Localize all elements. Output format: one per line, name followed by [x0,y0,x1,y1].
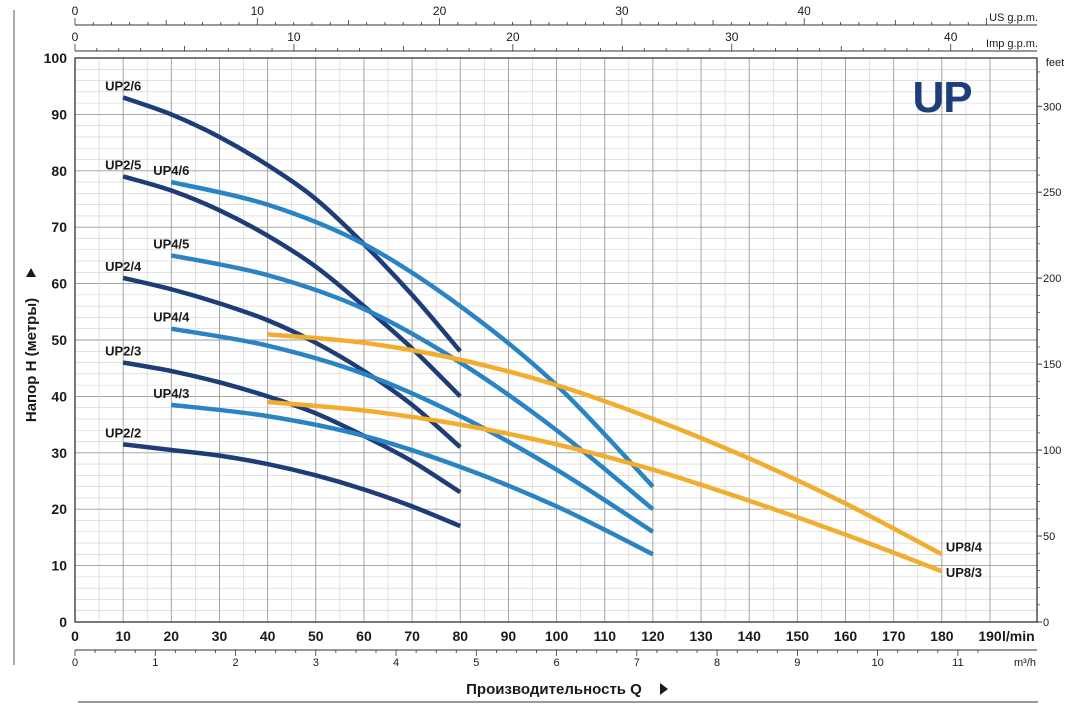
x-tick-label: 20 [164,628,180,644]
y-tick-label: 100 [44,50,68,66]
y-tick-label: 60 [51,276,67,292]
imp-gpm-axis-label: Imp g.p.m. [986,38,1038,50]
m3h-tick-label: 1 [152,657,158,669]
m3h-tick-label: 7 [634,657,640,669]
y-tick-label: 90 [51,106,67,122]
y-axis-arrow-icon [26,268,36,277]
m3h-tick-label: 4 [393,657,399,669]
imp-gpm-tick-label: 40 [944,30,958,44]
y-tick-label: 50 [51,332,67,348]
curve-up4-6 [170,179,655,489]
curves: UP2/6 UP2/5 UP2/4 UP2/3 UP2/2 UP4/6 UP4/5 UP4/4… [105,78,983,580]
series-label-up8-4: UP8/4 [946,539,983,554]
x-tick-label: 170 [882,628,906,644]
x-tick-label: 40 [260,628,276,644]
y-tick-label: 20 [51,501,67,517]
y-tick-label: 30 [51,445,67,461]
grid [75,58,1037,622]
curve-up2-4 [122,275,462,449]
x-tick-label: 90 [501,628,517,644]
us-gpm-tick-label: 20 [433,4,447,18]
m3h-axis-label: m³/h [1014,657,1036,669]
x-axis-title: Производительность Q [466,681,642,698]
y-tick-label: 80 [51,163,67,179]
us-gpm-tick-label: 10 [251,4,265,18]
x-tick-label: 0 [71,628,79,644]
m3h-tick-label: 6 [554,657,560,669]
curve-up2-2 [122,442,462,529]
curve-up4-4 [170,326,655,534]
series-label-up2-3: UP2/3 [105,344,141,359]
imp-gpm-tick-label: 0 [72,30,79,44]
m3h-tick-label: 10 [872,657,884,669]
m3h-tick-label: 9 [794,657,800,669]
x-unit-label: l/min [1002,628,1035,644]
us-gpm-tick-label: 0 [72,4,79,18]
x-tick-label: 80 [452,628,468,644]
x-axis-arrow-icon [660,683,668,695]
series-label-up4-4: UP4/4 [153,310,190,325]
us-gpm-tick-label: 40 [798,4,812,18]
curve-up4-5 [170,253,655,511]
m3h-tick-label: 5 [473,657,479,669]
y-axis-title: Напор H (метры) [23,298,40,422]
y-tick-label: 40 [51,388,67,404]
x-tick-label: 120 [641,628,665,644]
feet-tick-label: 0 [1043,617,1049,629]
m3h-tick-label: 8 [714,657,720,669]
x-tick-label: 180 [930,628,954,644]
y-tick-label: 10 [51,558,67,574]
plot-frame [74,57,1038,623]
series-label-up2-2: UP2/2 [105,425,141,440]
x-tick-label: 70 [404,628,420,644]
m3h-tick-label: 2 [232,657,238,669]
us-gpm-axis-label: US g.p.m. [989,12,1038,24]
m3h-tick-label: 3 [313,657,319,669]
curve-up8-3 [267,399,943,574]
series-label-up4-6: UP4/6 [153,163,189,178]
y-tick-label: 0 [59,614,67,630]
feet-tick-label: 100 [1043,445,1061,457]
x-tick-label: 30 [212,628,228,644]
curve-up2-6 [122,95,462,353]
feet-axis-label: feet [1046,57,1064,69]
curve-up8-4 [267,332,943,557]
feet-tick-label: 200 [1043,273,1061,285]
m3h-tick-label: 0 [72,657,78,669]
series-label-up2-6: UP2/6 [105,78,141,93]
feet-tick-label: 50 [1043,531,1055,543]
series-label-up2-4: UP2/4 [105,259,142,274]
x-tick-label: 130 [689,628,713,644]
series-label-up8-3: UP8/3 [946,565,982,580]
imp-gpm-tick-label: 20 [506,30,520,44]
series-label-up2-5: UP2/5 [105,157,141,172]
x-tick-label: 50 [308,628,324,644]
logo-text: UP [912,73,971,122]
m3h-tick-label: 11 [952,657,963,669]
x-tick-label: 100 [545,628,569,644]
imp-gpm-tick-label: 10 [287,30,301,44]
feet-tick-label: 300 [1043,101,1061,113]
x-tick-label: 160 [834,628,858,644]
x-tick-label: 150 [786,628,810,644]
x-tick-label: 190 [978,628,1002,644]
y-tick-label: 70 [51,219,67,235]
series-label-up4-3: UP4/3 [153,386,189,401]
x-tick-label: 140 [738,628,762,644]
feet-tick-label: 150 [1043,359,1061,371]
us-gpm-tick-label: 30 [615,4,629,18]
imp-gpm-tick-label: 30 [725,30,739,44]
x-tick-label: 60 [356,628,372,644]
curve-up4-3 [171,402,654,557]
series-label-up4-5: UP4/5 [153,236,189,251]
x-tick-label: 10 [115,628,131,644]
feet-tick-label: 250 [1043,187,1061,199]
x-tick-label: 110 [593,628,616,644]
